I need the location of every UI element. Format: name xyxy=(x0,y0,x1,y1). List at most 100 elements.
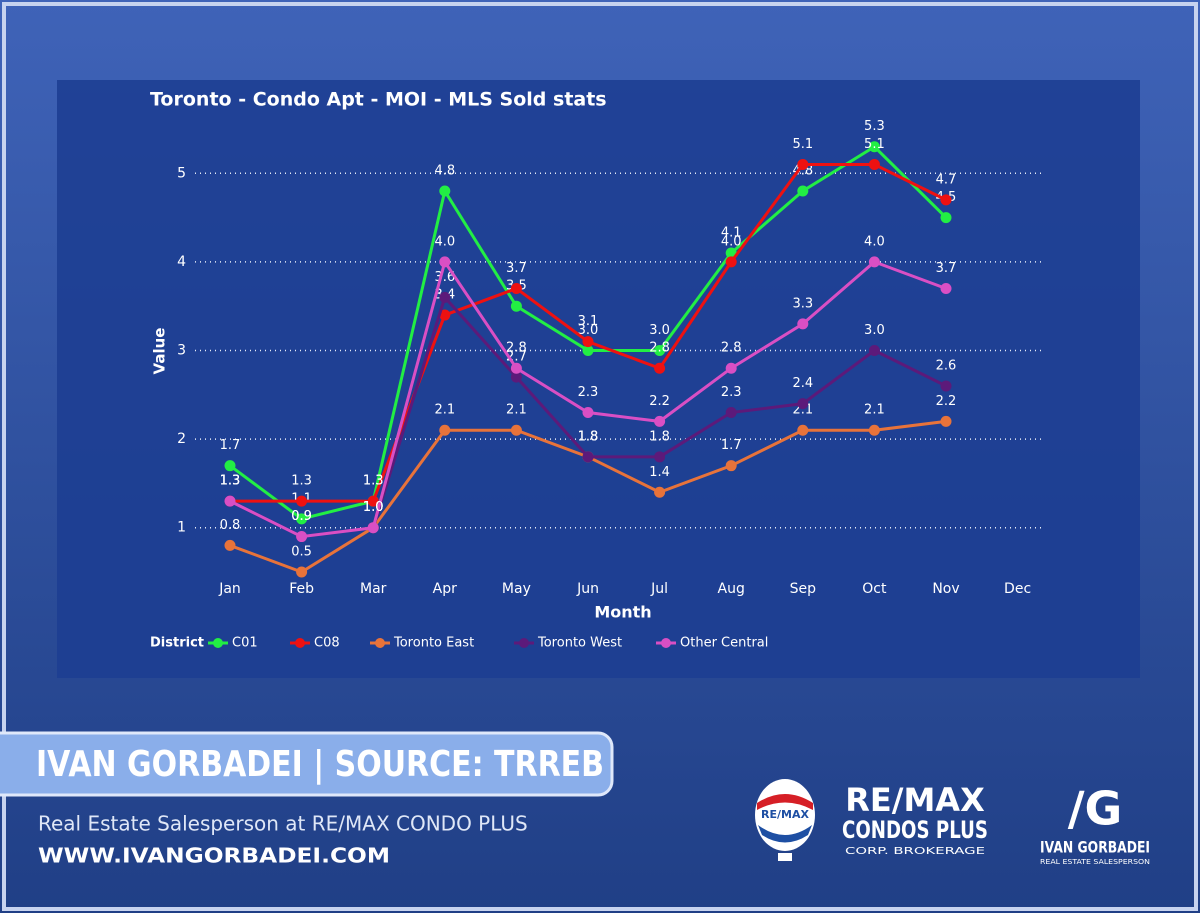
x-tick-label: Oct xyxy=(862,581,887,597)
data-label: 2.3 xyxy=(721,385,742,400)
data-point xyxy=(940,380,952,392)
data-point xyxy=(940,212,952,224)
data-point xyxy=(940,415,952,427)
data-label: 0.9 xyxy=(291,509,312,524)
data-point xyxy=(439,185,451,197)
data-point xyxy=(224,495,236,507)
legend-label: C08 xyxy=(314,636,340,651)
legend-label: Other Central xyxy=(680,636,768,651)
data-point xyxy=(367,522,379,534)
data-label: 2.2 xyxy=(936,394,957,409)
y-tick-label: 2 xyxy=(177,431,186,447)
x-tick-label: Jul xyxy=(650,581,668,597)
data-point xyxy=(296,495,308,507)
data-label: 0.5 xyxy=(291,545,312,560)
data-label: 5.1 xyxy=(864,137,885,152)
data-point xyxy=(510,362,522,374)
data-label: 5.3 xyxy=(864,119,885,134)
data-point xyxy=(725,407,737,419)
tagline: Real Estate Salesperson at RE/MAX CONDO … xyxy=(38,812,528,836)
data-point xyxy=(654,362,666,374)
data-label: 2.1 xyxy=(792,403,813,418)
balloon-stripe xyxy=(757,794,813,810)
legend-swatch xyxy=(519,638,529,648)
plot: 1 2 3 4 5 Jan Feb Mar Apr May Jun Jul Aug Sep Oct Nov De… xyxy=(177,119,1045,651)
x-tick-label: May xyxy=(502,581,531,597)
data-label: 4.1 xyxy=(721,226,742,241)
data-label: 2.8 xyxy=(649,341,670,356)
data-point xyxy=(654,415,666,427)
data-label: 3.3 xyxy=(792,296,813,311)
data-point xyxy=(224,539,236,551)
x-tick-label: Aug xyxy=(718,581,745,597)
data-label: 1.7 xyxy=(721,438,742,453)
legend-label: Toronto East xyxy=(393,636,474,651)
data-label: 4.8 xyxy=(434,164,455,179)
data-label: 4.0 xyxy=(864,234,885,249)
data-point xyxy=(582,345,594,356)
data-label: 2.1 xyxy=(506,403,527,418)
data-label: 1.8 xyxy=(578,429,599,444)
data-point xyxy=(868,424,880,436)
data-point xyxy=(439,256,451,268)
x-tick-label: Nov xyxy=(932,581,959,597)
monogram: /G xyxy=(1068,782,1123,836)
legend-swatch xyxy=(661,638,671,648)
data-point xyxy=(510,282,522,294)
data-point xyxy=(654,345,666,356)
y-tick-label: 3 xyxy=(177,343,186,359)
data-point xyxy=(797,185,809,197)
data-label: 1.3 xyxy=(220,474,241,489)
data-point xyxy=(296,566,308,578)
agent-title: REAL ESTATE SALESPERSON xyxy=(1040,858,1150,866)
data-label: 1.3 xyxy=(220,474,241,489)
data-label: 4.0 xyxy=(721,234,742,249)
brokerage-name: RE/MAX xyxy=(845,781,985,819)
data-label: 3.0 xyxy=(864,323,885,338)
data-point xyxy=(439,309,451,321)
data-point xyxy=(224,460,236,472)
x-tick-label: Mar xyxy=(360,581,387,597)
data-point xyxy=(868,256,880,268)
data-point xyxy=(868,141,880,153)
data-label: 1.7 xyxy=(220,438,241,453)
data-point xyxy=(725,460,737,472)
data-point xyxy=(940,194,952,206)
legend-label: C01 xyxy=(232,636,258,651)
data-point xyxy=(725,362,737,374)
legend-title: District xyxy=(150,636,204,651)
data-point xyxy=(510,371,522,383)
y-tick-label: 1 xyxy=(177,520,186,536)
data-point xyxy=(797,398,809,410)
y-tick-label: 5 xyxy=(177,165,186,181)
data-point xyxy=(582,336,594,348)
data-label: 2.1 xyxy=(434,403,455,418)
data-label: 0.8 xyxy=(220,518,241,533)
data-label: 1.3 xyxy=(291,474,312,489)
data-point xyxy=(367,495,379,507)
data-point xyxy=(296,513,308,525)
data-point xyxy=(582,407,594,419)
brokerage-sub: CORP. BROKERAGE xyxy=(845,846,985,857)
data-label: 3.1 xyxy=(578,314,599,329)
banner xyxy=(0,731,614,797)
data-label: 2.1 xyxy=(864,403,885,418)
legend-swatch xyxy=(213,638,223,648)
chart-panel xyxy=(57,80,1140,678)
y-axis-label: Value xyxy=(151,328,169,375)
data-label: 3.0 xyxy=(649,323,670,338)
legend-swatch xyxy=(295,638,305,648)
x-axis-label: Month xyxy=(594,603,651,622)
data-label: 2.8 xyxy=(506,341,527,356)
data-label: 1.0 xyxy=(363,500,384,515)
basket xyxy=(778,853,792,861)
data-label: 4.7 xyxy=(936,172,957,187)
data-label: 2.3 xyxy=(578,385,599,400)
data-point xyxy=(725,256,737,268)
agent-name: IVAN GORBADEI xyxy=(1040,838,1150,857)
data-point xyxy=(654,486,666,498)
data-label: 2.8 xyxy=(721,341,742,356)
data-label: 4.0 xyxy=(434,234,455,249)
